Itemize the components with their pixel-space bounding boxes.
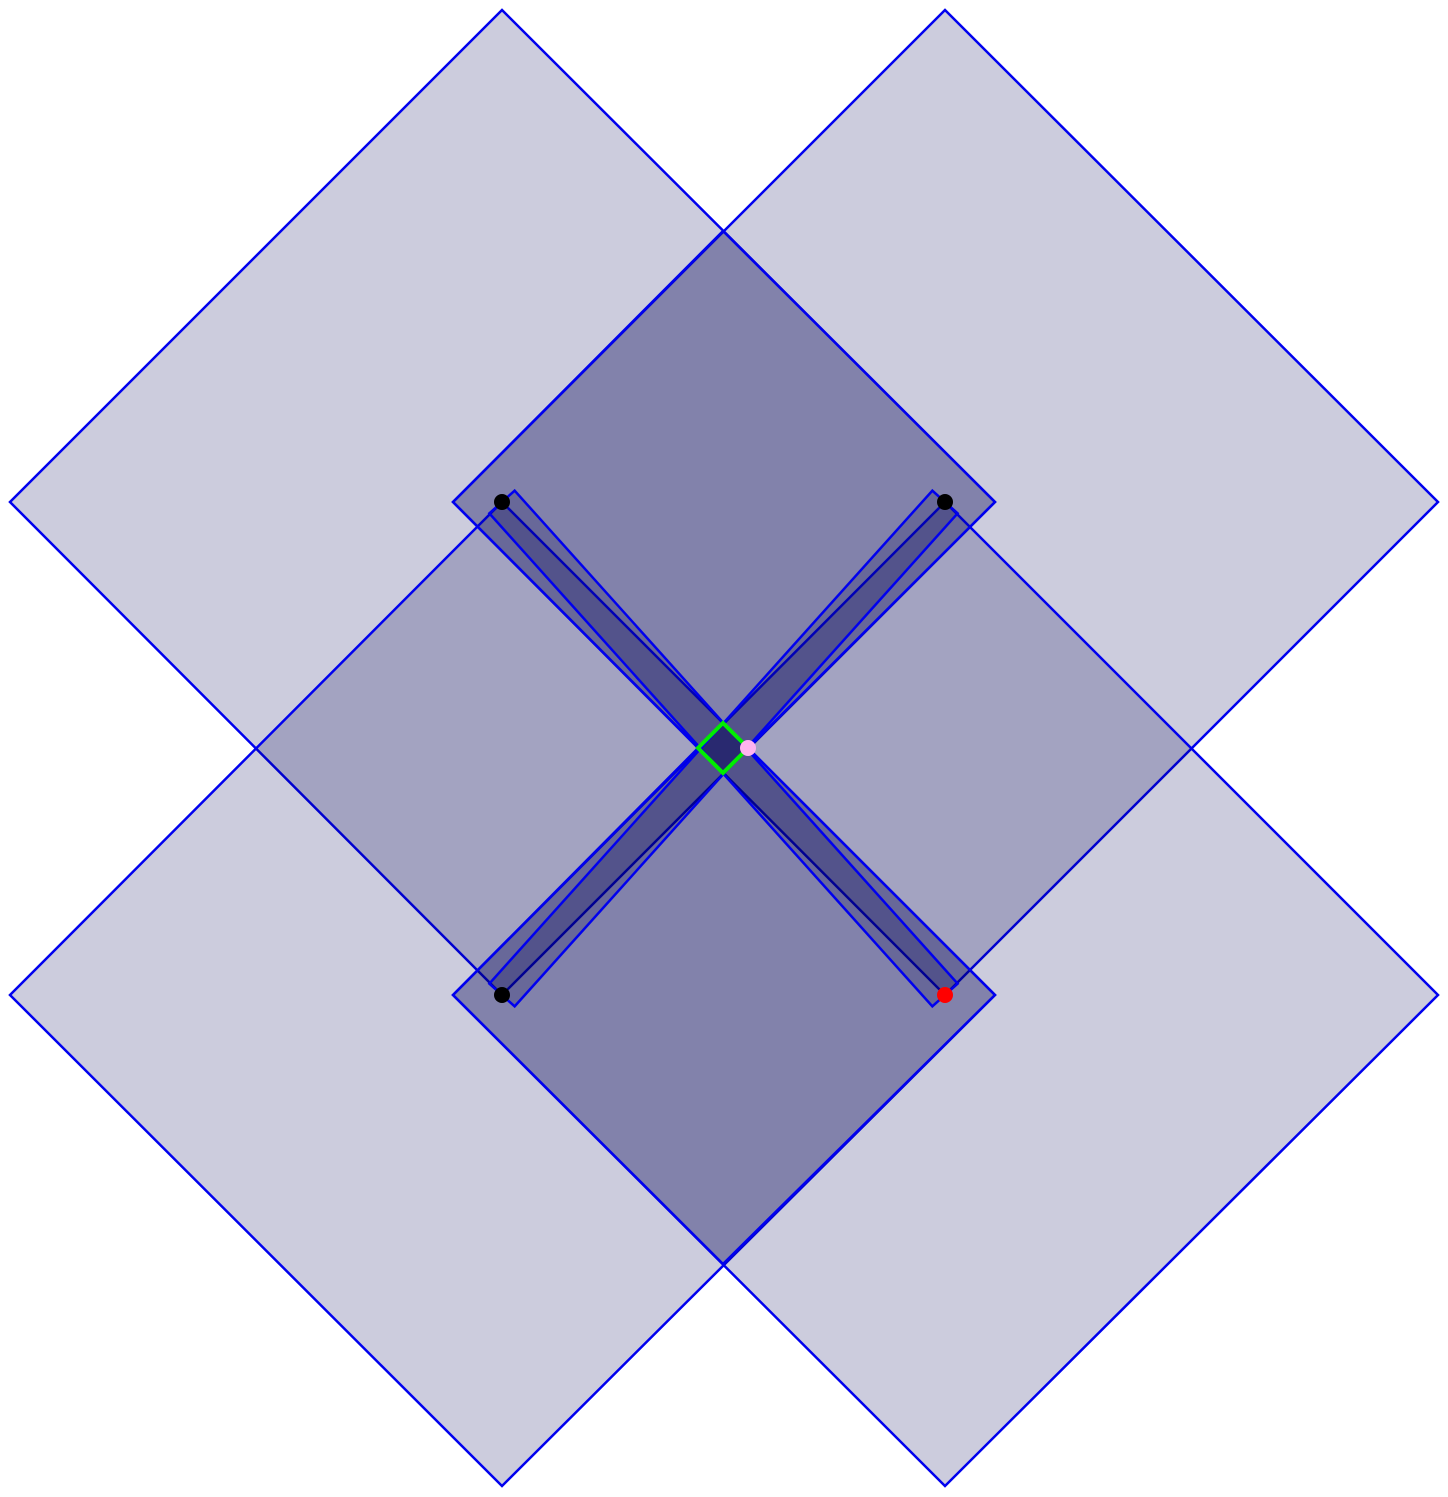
point-bottom-left[interactable] — [494, 987, 510, 1003]
points-layer — [494, 494, 953, 1003]
point-bottom-right[interactable] — [937, 987, 953, 1003]
point-top-left[interactable] — [494, 494, 510, 510]
point-top-right[interactable] — [937, 494, 953, 510]
small-square-lower-center — [451, 721, 997, 1266]
center-square-marker — [695, 720, 751, 776]
point-center-right[interactable] — [740, 740, 756, 756]
